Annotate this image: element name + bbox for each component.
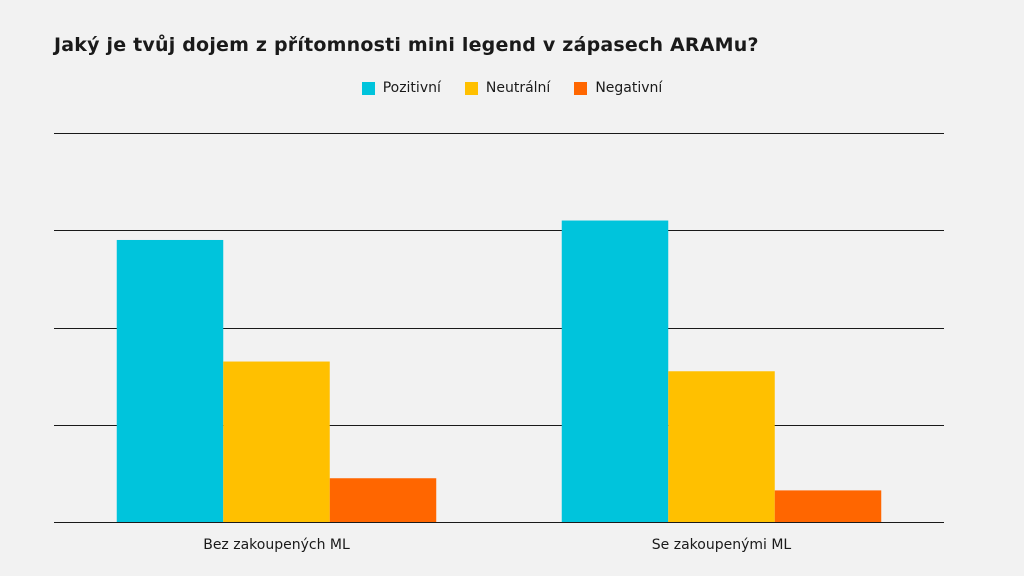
- bar-negativni-1: [329, 478, 437, 522]
- legend-swatch-neutralni: [464, 81, 478, 95]
- legend-label-pozitivni: Pozitivní: [382, 80, 441, 96]
- chart-title: Jaký je tvůj dojem z přítomnosti mini le…: [54, 34, 759, 56]
- legend-item-neutralni: Neutrální: [464, 80, 551, 96]
- x-tick-label: Bez zakoupených ML: [203, 537, 350, 553]
- legend-label-negativni: Negativní: [595, 80, 663, 96]
- legend-item-negativni: Negativní: [574, 80, 662, 96]
- legend: Pozitivní Neutrální Negativní: [0, 80, 1024, 96]
- legend-label-neutralni: Neutrální: [485, 80, 551, 96]
- x-tick-label: Se zakoupenými ML: [652, 537, 792, 553]
- legend-swatch-pozitivni: [361, 81, 375, 95]
- bar-neutralni-1: [223, 361, 330, 522]
- bar-negativni-2: [774, 490, 882, 522]
- bar-neutralni-2: [668, 371, 775, 522]
- legend-item-pozitivni: Pozitivní: [361, 80, 441, 96]
- bar-pozitivni-1: [116, 239, 224, 522]
- legend-swatch-negativni: [574, 81, 588, 95]
- bar-pozitivni-2: [561, 220, 669, 522]
